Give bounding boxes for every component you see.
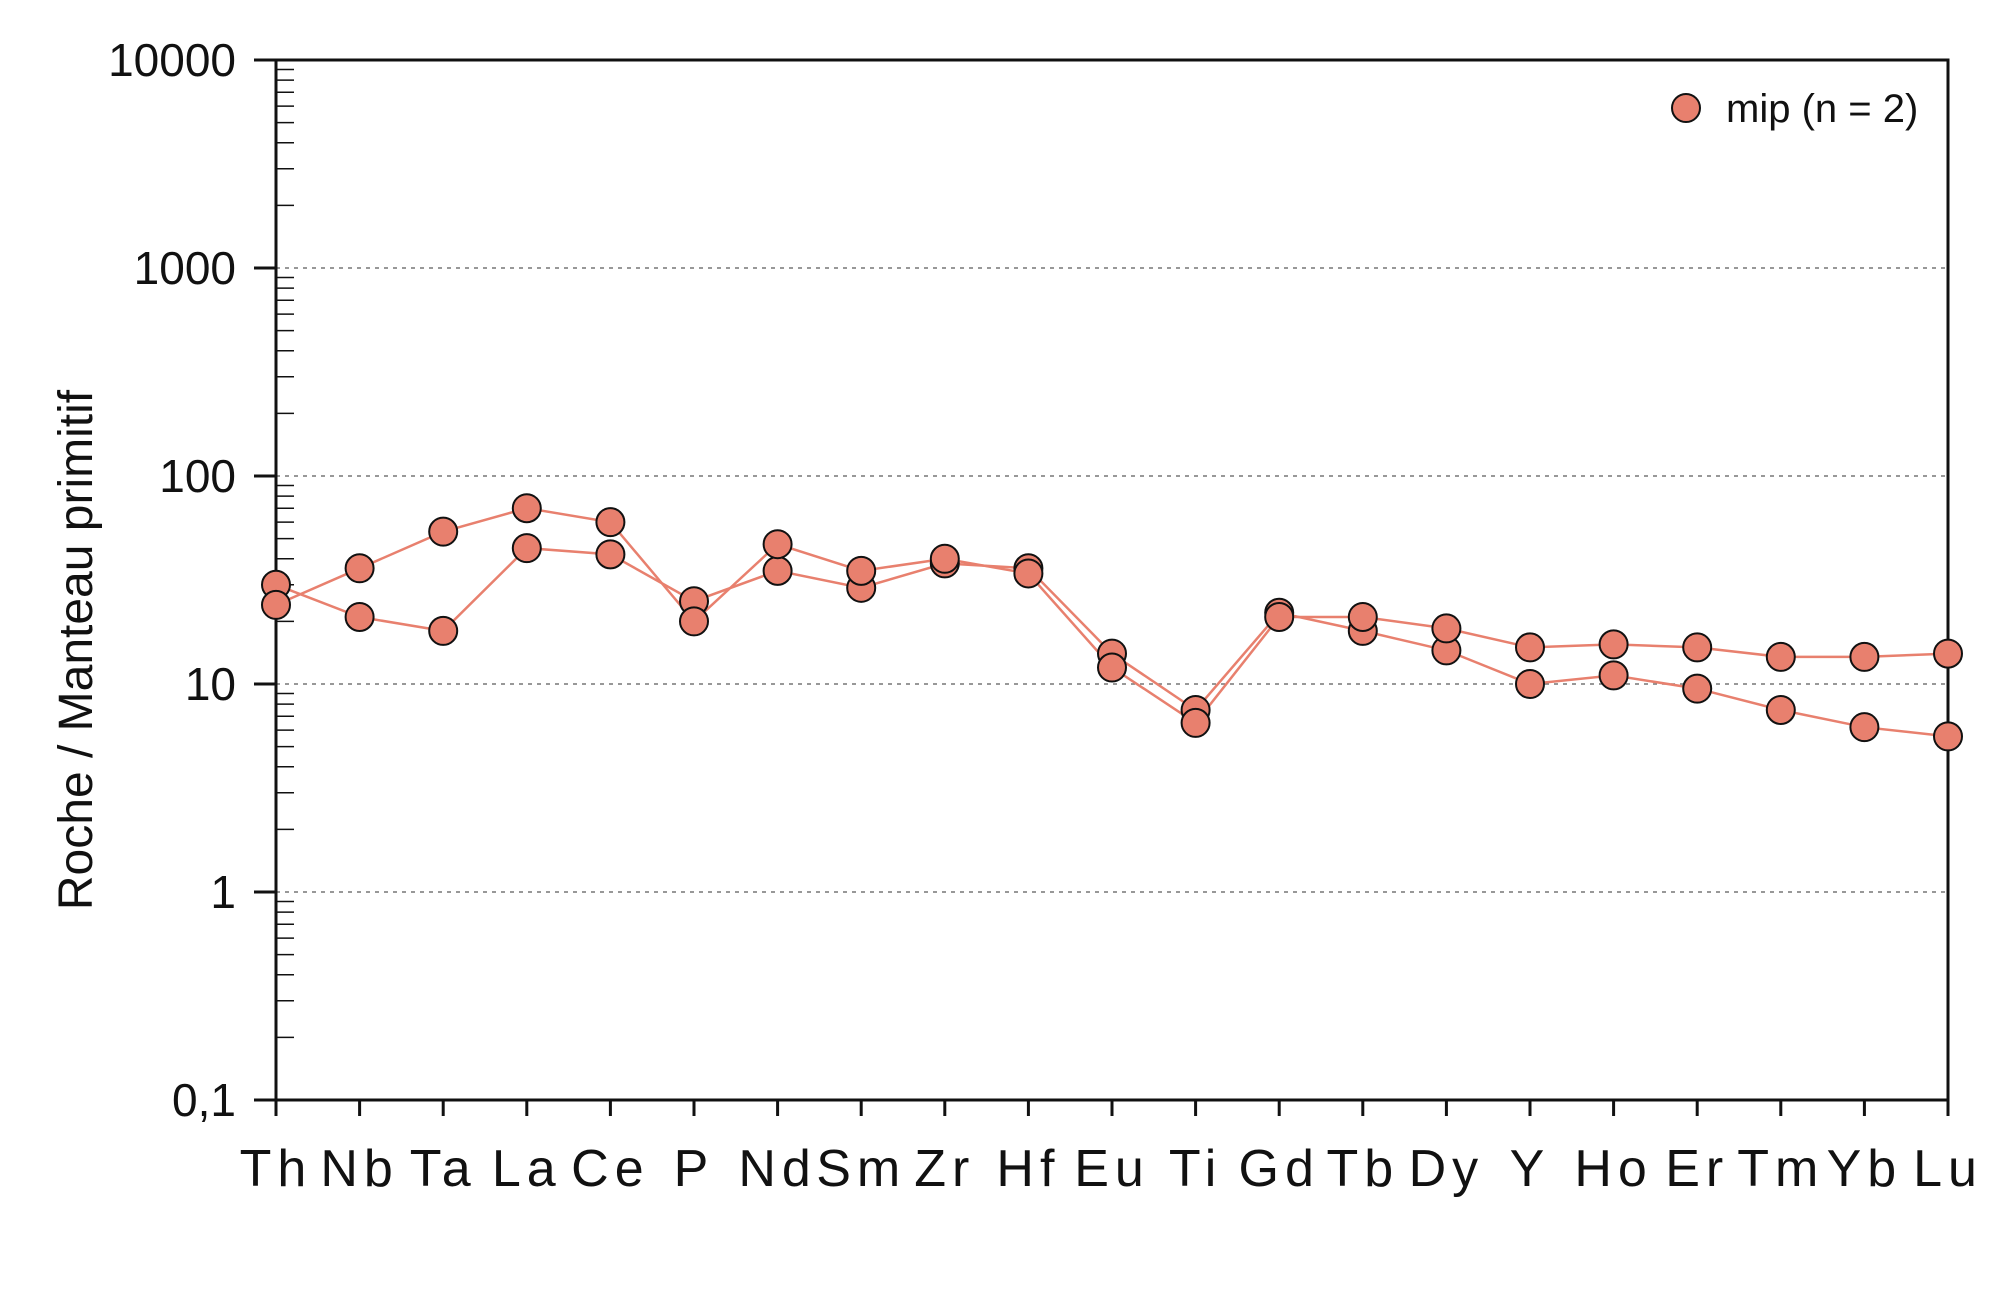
data-point [1933, 721, 1963, 752]
x-tick-label: Eu [1074, 1140, 1150, 1198]
data-point [1097, 652, 1127, 683]
x-tick-label: Ti [1169, 1140, 1222, 1198]
y-minor-ticks [276, 68, 294, 1039]
y-tick-label: 1 [210, 866, 236, 918]
x-tick-label: Th [240, 1140, 313, 1198]
x-tick-label: Nb [320, 1140, 398, 1198]
x-tick-label: Ho [1574, 1140, 1652, 1198]
data-point [762, 529, 793, 560]
data-point [428, 516, 459, 547]
data-point [595, 507, 626, 538]
x-tick-label: Hf [996, 1140, 1060, 1198]
x-tick-label: Gd [1239, 1140, 1320, 1198]
x-tick-label: Y [1510, 1140, 1551, 1198]
x-tick-label: P [674, 1140, 715, 1198]
data-point [1765, 694, 1796, 725]
x-tick-label: Ta [410, 1140, 477, 1198]
legend-marker [1671, 93, 1701, 123]
y-axis: 10000 1000 100 10 1 0,1 [108, 34, 276, 1126]
grid-lines [276, 267, 1948, 893]
data-point [1682, 632, 1713, 663]
x-tick-label: Zr [914, 1140, 975, 1198]
data-point [344, 553, 375, 584]
data-point [1515, 632, 1545, 663]
legend: mip (n = 2) [1671, 87, 1918, 131]
plot-frame [274, 58, 1950, 1102]
x-tick-label: Er [1665, 1140, 1729, 1198]
data-point [595, 539, 626, 570]
data-point [1515, 669, 1545, 699]
data-point [929, 543, 960, 574]
y-axis-label: Roche / Manteau primitif [50, 389, 103, 910]
data-point [762, 555, 793, 586]
data-point [1013, 558, 1044, 589]
y-tick-label: 10 [185, 658, 236, 710]
x-tick-label: Sm [816, 1140, 906, 1198]
data-point [344, 601, 375, 632]
x-tick-label: Ce [571, 1140, 649, 1198]
y-tick-label: 1000 [134, 242, 236, 294]
data-point [1347, 601, 1378, 632]
x-tick-label: Yb [1827, 1140, 1903, 1198]
y-tick-label: 0,1 [172, 1074, 236, 1126]
data-point [261, 589, 291, 620]
x-axis: Th Nb Ta La Ce P Nd Sm Zr Hf Eu Ti Gd Tb Dy Y Ho Er Tm Yb Lu [240, 1100, 1983, 1198]
data-point [1598, 660, 1629, 691]
data-point [1682, 673, 1713, 704]
data-point [428, 615, 459, 646]
x-tick-label: Dy [1409, 1140, 1485, 1198]
x-tick-label: Nd [738, 1140, 816, 1198]
data-point [1598, 629, 1629, 660]
legend-label: mip (n = 2) [1726, 87, 1918, 131]
y-tick-label: 10000 [108, 34, 236, 86]
data-point [511, 533, 542, 564]
data-point [1431, 613, 1462, 644]
x-tick-label: Tb [1326, 1140, 1399, 1198]
x-tick-label: Lu [1913, 1140, 1983, 1198]
data-point [1264, 601, 1295, 632]
x-tick-label: La [492, 1140, 562, 1198]
data-point [1933, 638, 1963, 669]
data-point [1765, 641, 1796, 672]
series-points [261, 493, 1963, 752]
x-tick-label: Tm [1737, 1140, 1824, 1198]
data-point [1849, 712, 1880, 743]
data-point [1180, 707, 1211, 738]
data-point [846, 555, 877, 586]
data-point [1849, 641, 1880, 672]
y-tick-label: 100 [159, 450, 236, 502]
data-point [511, 493, 542, 524]
data-point [679, 606, 709, 637]
